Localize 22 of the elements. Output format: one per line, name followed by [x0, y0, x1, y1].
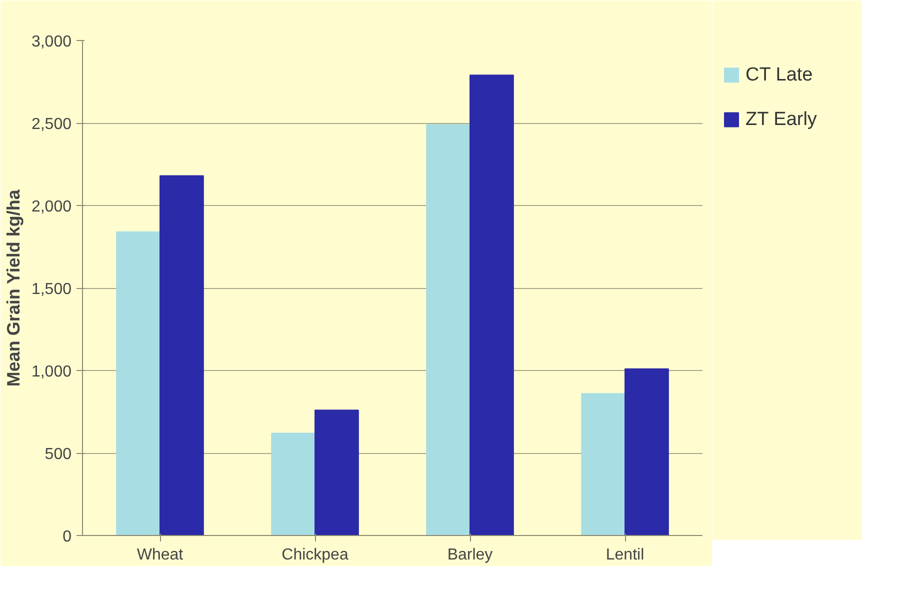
bar: [314, 410, 359, 536]
bar: [271, 432, 316, 536]
legend-label: CT Late: [746, 64, 813, 86]
x-tick-label: Wheat: [136, 546, 184, 564]
bar: [160, 175, 204, 536]
y-tick-label: 3,000: [31, 34, 72, 50]
legend-label: ZT Early: [746, 109, 818, 130]
y-tick-label: 0: [62, 528, 72, 546]
y-tick-label: 500: [44, 446, 72, 463]
y-axis-title: Mean Grain Yield kg/ha: [3, 188, 24, 387]
y-tick-label: 1,500: [31, 281, 72, 298]
bar: [624, 368, 669, 536]
y-tick-label: 1,000: [31, 364, 72, 380]
bar: [581, 393, 626, 536]
bar: [426, 124, 470, 536]
bar: [470, 74, 514, 536]
x-tick-label: Chickpea: [282, 546, 348, 564]
bar: [116, 231, 160, 536]
x-tick-label: Barley: [447, 546, 493, 564]
y-tick-label: 2,000: [31, 198, 72, 216]
y-tick-label: 2,500: [31, 116, 72, 133]
x-tick-label: Lentil: [606, 546, 644, 564]
